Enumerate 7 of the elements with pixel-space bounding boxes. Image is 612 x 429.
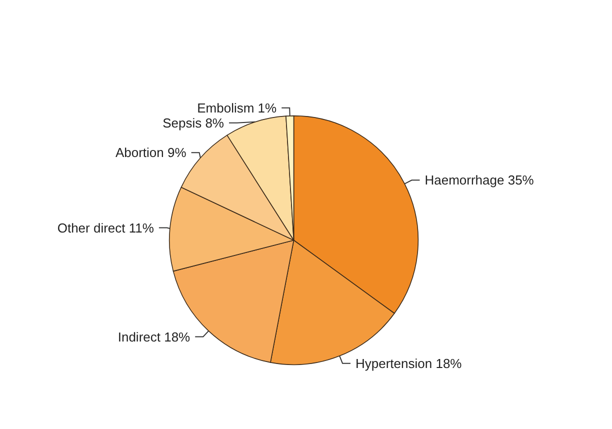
slice-label: Other direct 11% [57, 220, 154, 236]
slice-label: Sepsis 8% [162, 115, 224, 130]
slice-label: Indirect 18% [118, 329, 191, 344]
slice-label: Embolism 1% [197, 100, 278, 116]
slice-label: Hypertension 18% [356, 356, 462, 371]
slice-label: Abortion 9% [115, 145, 187, 160]
slice-label: Haemorrhage 35% [424, 172, 534, 188]
